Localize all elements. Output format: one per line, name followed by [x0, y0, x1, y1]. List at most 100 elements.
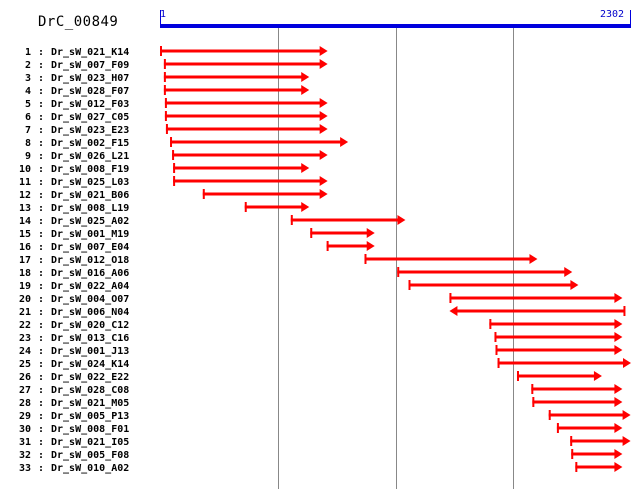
- read-name[interactable]: Dr_sW_002_F15: [51, 138, 129, 149]
- read-arrow[interactable]: [531, 384, 623, 394]
- read-arrow[interactable]: [494, 332, 623, 342]
- read-name[interactable]: Dr_sW_012_O18: [51, 255, 129, 266]
- read-name[interactable]: Dr_sW_023_E23: [51, 125, 129, 136]
- read-name[interactable]: Dr_sW_021_K14: [51, 47, 129, 58]
- read-arrow[interactable]: [172, 150, 328, 160]
- read-arrow[interactable]: [310, 228, 375, 238]
- read-separator: :: [38, 190, 44, 201]
- read-arrow[interactable]: [575, 462, 623, 472]
- read-index: 6: [25, 112, 31, 123]
- read-arrow[interactable]: [160, 46, 328, 56]
- read-arrow[interactable]: [244, 202, 310, 212]
- read-name[interactable]: Dr_sW_001_M19: [51, 229, 129, 240]
- read-name[interactable]: Dr_sW_026_L21: [51, 151, 129, 162]
- read-arrow[interactable]: [163, 72, 310, 82]
- read-name[interactable]: Dr_sW_010_A02: [51, 463, 129, 474]
- read-arrow[interactable]: [202, 189, 328, 199]
- read-separator: :: [38, 216, 44, 227]
- read-arrow[interactable]: [170, 137, 349, 147]
- read-arrow[interactable]: [163, 85, 310, 95]
- read-index: 18: [19, 268, 31, 279]
- read-index: 9: [25, 151, 31, 162]
- read-name[interactable]: Dr_sW_025_A02: [51, 216, 129, 227]
- read-name[interactable]: Dr_sW_007_F09: [51, 60, 129, 71]
- read-separator: :: [38, 463, 44, 474]
- read-separator: :: [38, 359, 44, 370]
- read-index: 13: [19, 203, 31, 214]
- read-name[interactable]: Dr_sW_004_O07: [51, 294, 129, 305]
- read-index: 5: [25, 99, 31, 110]
- read-index: 2: [25, 60, 31, 71]
- read-arrow[interactable]: [570, 436, 631, 446]
- read-name[interactable]: Dr_sW_016_A06: [51, 268, 129, 279]
- read-separator: :: [38, 307, 44, 318]
- read-arrow[interactable]: [449, 306, 626, 316]
- read-index: 33: [19, 463, 31, 474]
- read-arrow[interactable]: [326, 241, 375, 251]
- read-separator: :: [38, 86, 44, 97]
- read-name[interactable]: Dr_sW_025_L03: [51, 177, 129, 188]
- read-index: 11: [19, 177, 31, 188]
- read-name[interactable]: Dr_sW_005_P13: [51, 411, 129, 422]
- read-name[interactable]: Dr_sW_021_M05: [51, 398, 129, 409]
- read-arrow[interactable]: [532, 397, 623, 407]
- read-index: 22: [19, 320, 31, 331]
- read-separator: :: [38, 229, 44, 240]
- read-separator: :: [38, 73, 44, 84]
- read-name[interactable]: Dr_sW_021_B06: [51, 190, 129, 201]
- read-arrow[interactable]: [364, 254, 538, 264]
- read-arrow[interactable]: [173, 176, 328, 186]
- read-name[interactable]: Dr_sW_028_C08: [51, 385, 129, 396]
- read-separator: :: [38, 242, 44, 253]
- read-name[interactable]: Dr_sW_012_F03: [51, 99, 129, 110]
- read-separator: :: [38, 164, 44, 175]
- read-separator: :: [38, 138, 44, 149]
- read-index: 25: [19, 359, 31, 370]
- read-separator: :: [38, 320, 44, 331]
- read-arrow[interactable]: [290, 215, 406, 225]
- read-index: 12: [19, 190, 31, 201]
- read-arrow[interactable]: [489, 319, 623, 329]
- read-name[interactable]: Dr_sW_021_I05: [51, 437, 129, 448]
- read-separator: :: [38, 333, 44, 344]
- read-arrow[interactable]: [548, 410, 631, 420]
- read-name[interactable]: Dr_sW_008_F01: [51, 424, 129, 435]
- scale-start-tick: [160, 10, 161, 24]
- read-arrow[interactable]: [408, 280, 579, 290]
- read-index: 27: [19, 385, 31, 396]
- read-arrow[interactable]: [173, 163, 310, 173]
- read-name[interactable]: Dr_sW_028_F07: [51, 86, 129, 97]
- read-arrow[interactable]: [163, 59, 328, 69]
- read-arrow[interactable]: [516, 371, 602, 381]
- read-arrow[interactable]: [449, 293, 623, 303]
- read-name[interactable]: Dr_sW_007_E04: [51, 242, 129, 253]
- read-name[interactable]: Dr_sW_001_J13: [51, 346, 129, 357]
- read-separator: :: [38, 450, 44, 461]
- read-arrow[interactable]: [164, 98, 328, 108]
- contig-title: DrC_00849: [38, 14, 119, 30]
- read-arrow[interactable]: [397, 267, 573, 277]
- read-arrow[interactable]: [495, 345, 623, 355]
- read-name[interactable]: Dr_sW_022_E22: [51, 372, 129, 383]
- read-name[interactable]: Dr_sW_005_F08: [51, 450, 129, 461]
- read-name[interactable]: Dr_sW_008_L19: [51, 203, 129, 214]
- read-name[interactable]: Dr_sW_023_H07: [51, 73, 129, 84]
- read-name[interactable]: Dr_sW_020_C12: [51, 320, 129, 331]
- read-arrow[interactable]: [556, 423, 623, 433]
- read-separator: :: [38, 372, 44, 383]
- read-index: 26: [19, 372, 31, 383]
- read-separator: :: [38, 151, 44, 162]
- read-name[interactable]: Dr_sW_008_F19: [51, 164, 129, 175]
- read-name[interactable]: Dr_sW_024_K14: [51, 359, 129, 370]
- read-arrow[interactable]: [165, 124, 328, 134]
- read-index: 15: [19, 229, 31, 240]
- read-arrow[interactable]: [497, 358, 631, 368]
- read-separator: :: [38, 112, 44, 123]
- read-name[interactable]: Dr_sW_013_C16: [51, 333, 129, 344]
- read-name[interactable]: Dr_sW_027_C05: [51, 112, 129, 123]
- read-arrow[interactable]: [164, 111, 328, 121]
- read-name[interactable]: Dr_sW_006_N04: [51, 307, 129, 318]
- read-name[interactable]: Dr_sW_022_A04: [51, 281, 129, 292]
- read-arrow[interactable]: [571, 449, 623, 459]
